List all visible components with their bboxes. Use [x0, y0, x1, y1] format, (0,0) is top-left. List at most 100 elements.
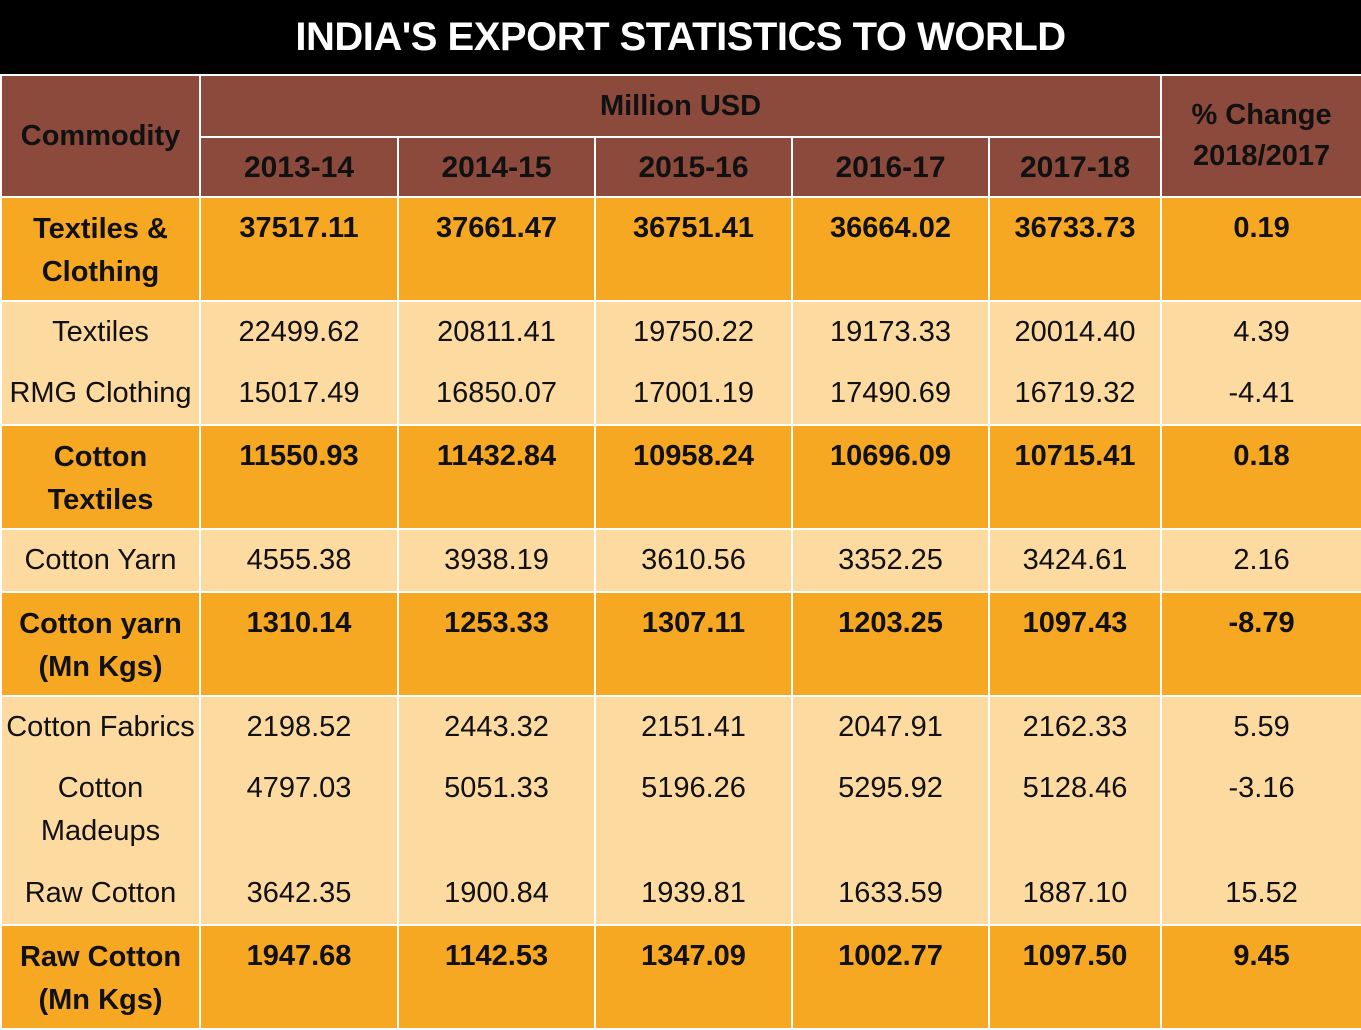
export-stats-table: Commodity Million USD % Change 2018/2017… — [0, 74, 1361, 1030]
table-row: Textiles RMG Clothing 22499.62 15017.49 … — [0, 300, 1361, 426]
item-value: 22499.62 — [238, 316, 360, 348]
item-value: 16850.07 — [436, 377, 557, 409]
item-name: Cotton Fabrics — [6, 711, 195, 743]
year-header: 2015-16 — [594, 136, 793, 198]
page-title: INDIA'S EXPORT STATISTICS TO WORLD — [0, 0, 1361, 74]
commodity-cell: Textiles RMG Clothing — [0, 300, 201, 426]
table-row: Textiles & Clothing 37517.11 37661.47 36… — [0, 196, 1361, 302]
year-header: 2013-14 — [199, 136, 399, 198]
item-name: Cotton Madeups — [40, 772, 161, 847]
value-cell: 19750.22 17001.19 — [594, 300, 793, 426]
commodity-cell: Textiles & Clothing — [0, 196, 201, 302]
item-value: 2198.52 — [246, 711, 352, 743]
item-value: 4555.38 — [246, 544, 352, 576]
commodity-cell: Cotton Yarn — [0, 528, 201, 593]
item-name: Textiles — [52, 316, 149, 348]
value-cell: 22499.62 15017.49 — [199, 300, 399, 426]
value-cell: 36751.41 — [594, 196, 793, 302]
item-value: 1887.10 — [1022, 877, 1128, 909]
item-change: 2.16 — [1233, 544, 1290, 576]
table-row: Cotton Yarn 4555.38 3938.19 3610.56 3352… — [0, 528, 1361, 593]
item-value: 5295.92 — [838, 772, 943, 804]
value-cell: 1253.33 — [397, 591, 596, 697]
commodity-header: Commodity — [0, 74, 201, 198]
value-cell: 2162.33 5128.46 1887.10 — [987, 695, 1163, 926]
value-cell: 1142.53 — [397, 924, 596, 1030]
item-name: Cotton Yarn — [24, 544, 177, 576]
item-value: 17490.69 — [830, 377, 951, 409]
value-cell: 36664.02 — [791, 196, 990, 302]
year-header: 2014-15 — [397, 136, 596, 198]
value-cell: 2047.91 5295.92 1633.59 — [791, 695, 990, 926]
item-value: 2047.91 — [838, 711, 943, 743]
value-cell: 36733.73 — [987, 196, 1163, 302]
change-cell: 0.18 — [1160, 424, 1361, 530]
item-value: 5196.26 — [641, 772, 746, 804]
table-row: Cotton Fabrics Cotton Madeups Raw Cotton… — [0, 695, 1361, 926]
item-value: 2162.33 — [1022, 711, 1128, 743]
value-cell: 1307.11 — [594, 591, 793, 697]
value-cell: 10958.24 — [594, 424, 793, 530]
item-value: 3610.56 — [641, 544, 746, 576]
table-row: Raw Cotton (Mn Kgs) 1947.68 1142.53 1347… — [0, 924, 1361, 1030]
item-value: 20811.41 — [437, 316, 556, 348]
item-value: 3352.25 — [838, 544, 943, 576]
value-cell: 20811.41 16850.07 — [397, 300, 596, 426]
value-cell: 1097.43 — [987, 591, 1163, 697]
item-change: 15.52 — [1225, 877, 1298, 909]
commodity-cell: Cotton Textiles — [0, 424, 201, 530]
value-cell: 3938.19 — [397, 528, 596, 593]
item-value: 3642.35 — [246, 877, 352, 909]
value-cell: 2198.52 4797.03 3642.35 — [199, 695, 399, 926]
item-value: 20014.40 — [1014, 316, 1136, 348]
change-cell: 9.45 — [1160, 924, 1361, 1030]
item-change: 4.39 — [1233, 316, 1290, 348]
item-value: 5051.33 — [444, 772, 549, 804]
value-cell: 2443.32 5051.33 1900.84 — [397, 695, 596, 926]
value-cell: 20014.40 16719.32 — [987, 300, 1163, 426]
change-cell: -8.79 — [1160, 591, 1361, 697]
change-cell: 5.59 -3.16 15.52 — [1160, 695, 1361, 926]
value-cell: 37517.11 — [199, 196, 399, 302]
commodity-cell: Cotton yarn (Mn Kgs) — [0, 591, 201, 697]
item-value: 4797.03 — [246, 772, 352, 804]
item-value: 19173.33 — [830, 316, 951, 348]
change-cell: 2.16 — [1160, 528, 1361, 593]
item-value: 3938.19 — [444, 544, 549, 576]
item-value: 1633.59 — [838, 877, 943, 909]
value-cell: 19173.33 17490.69 — [791, 300, 990, 426]
unit-header: Million USD — [198, 74, 1163, 138]
item-value: 2443.32 — [444, 711, 549, 743]
item-value: 2151.41 — [641, 711, 746, 743]
value-cell: 2151.41 5196.26 1939.81 — [594, 695, 793, 926]
value-cell: 37661.47 — [397, 196, 596, 302]
value-cell: 3610.56 — [594, 528, 793, 593]
item-name: RMG Clothing — [9, 377, 192, 409]
commodity-cell: Raw Cotton (Mn Kgs) — [0, 924, 201, 1030]
value-cell: 1002.77 — [791, 924, 990, 1030]
item-value: 19750.22 — [633, 316, 754, 348]
item-value: 1900.84 — [444, 877, 549, 909]
pct-change-header: % Change 2018/2017 — [1160, 74, 1361, 198]
value-cell: 11550.93 — [199, 424, 399, 530]
item-change: 5.59 — [1233, 711, 1290, 743]
table-row: Cotton yarn (Mn Kgs) 1310.14 1253.33 130… — [0, 591, 1361, 697]
table-row: Cotton Textiles 11550.93 11432.84 10958.… — [0, 424, 1361, 530]
commodity-cell: Cotton Fabrics Cotton Madeups Raw Cotton — [0, 695, 201, 926]
value-cell: 1097.50 — [987, 924, 1163, 1030]
item-change: -4.41 — [1228, 377, 1295, 409]
year-header: 2016-17 — [791, 136, 990, 198]
item-value: 1939.81 — [641, 877, 746, 909]
item-value: 5128.46 — [1022, 772, 1128, 804]
item-value: 3424.61 — [1022, 544, 1128, 576]
value-cell: 4555.38 — [199, 528, 399, 593]
item-value: 15017.49 — [238, 377, 360, 409]
item-name: Raw Cotton — [24, 877, 177, 909]
year-header: 2017-18 — [987, 136, 1163, 198]
change-cell: 4.39 -4.41 — [1160, 300, 1361, 426]
value-cell: 11432.84 — [397, 424, 596, 530]
value-cell: 10715.41 — [987, 424, 1163, 530]
value-cell: 10696.09 — [791, 424, 990, 530]
value-cell: 1947.68 — [199, 924, 399, 1030]
value-cell: 1203.25 — [791, 591, 990, 697]
